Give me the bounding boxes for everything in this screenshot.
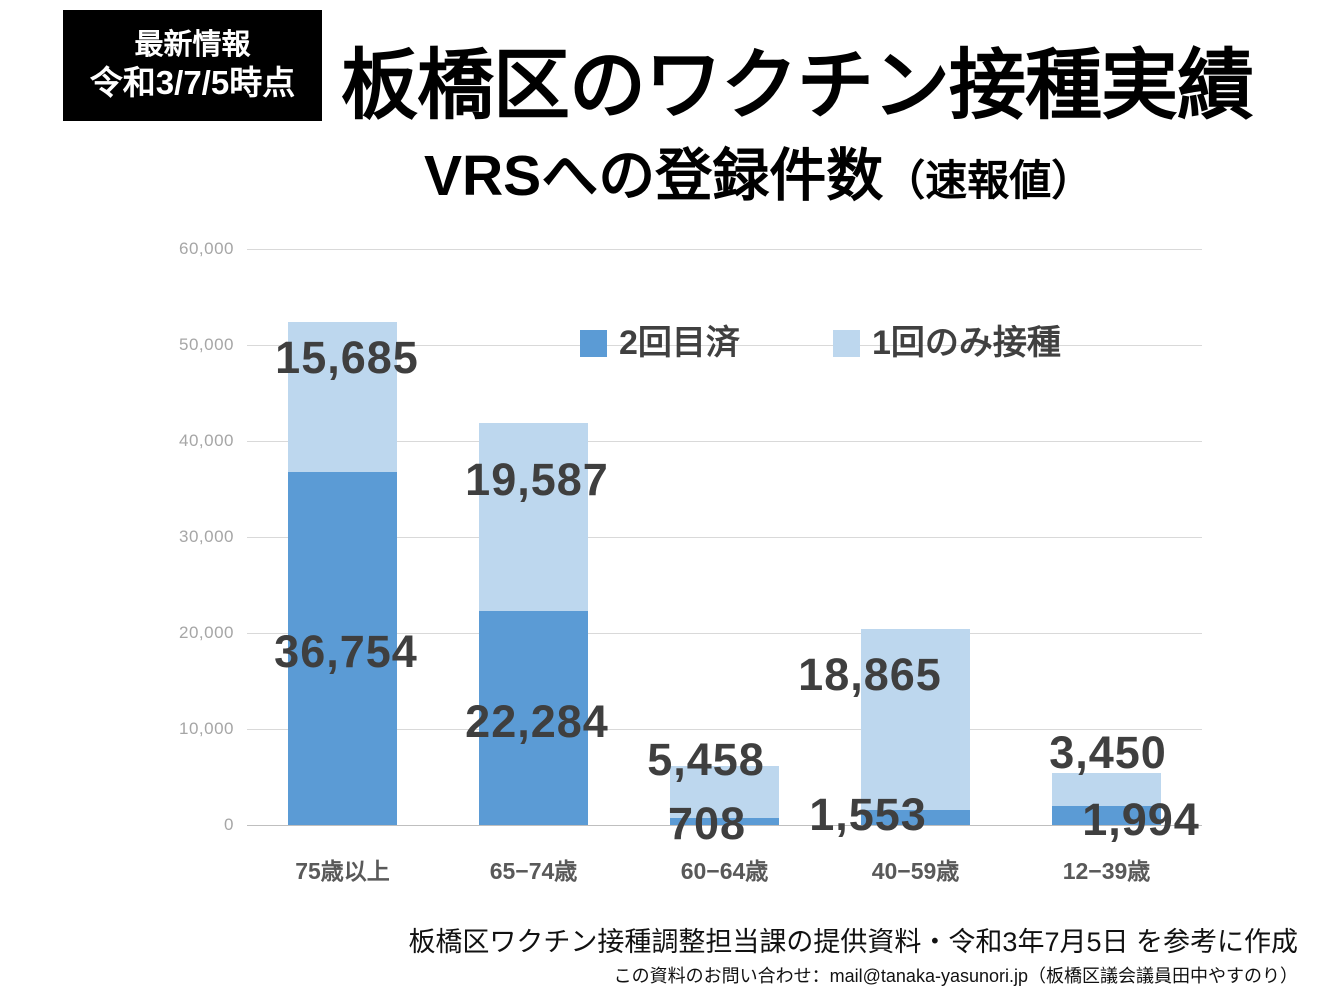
bar-segment-second-dose: [479, 611, 588, 825]
x-axis-category-label: 75歳以上: [295, 858, 390, 884]
source-note: 板橋区ワクチン接種調整担当課の提供資料・令和3年7月5日 を参考に作成: [408, 927, 1298, 957]
legend-label: 1回のみ接種: [872, 324, 1061, 362]
data-label-second-dose: 1,553: [809, 789, 927, 840]
x-axis-line: [247, 824, 1202, 826]
x-axis-category-label: 65−74歳: [489, 858, 578, 884]
data-label-first-dose-only: 18,865: [798, 649, 942, 700]
data-label-first-dose-only: 19,587: [465, 454, 609, 505]
update-badge: 最新情報 令和3/7/5時点: [63, 10, 322, 121]
legend-item: 2回目済: [580, 326, 740, 360]
y-axis-tick-label: 20,000: [179, 623, 234, 642]
bar-segment-first-dose-only: [861, 628, 970, 811]
legend-swatch-icon: [833, 329, 860, 357]
gridline: [247, 344, 1202, 346]
gridline: [247, 248, 1202, 250]
bar-segment-second-dose: [1052, 805, 1161, 825]
chart-subtitle-note: （速報値）: [883, 157, 1094, 204]
bar-segment-second-dose: [670, 818, 779, 825]
update-badge-line1: 最新情報: [134, 28, 251, 61]
bar-segment-first-dose-only: [670, 765, 779, 819]
data-label-first-dose-only: 5,458: [647, 734, 765, 785]
y-axis-tick-label: 0: [224, 815, 234, 834]
y-axis-tick-label: 60,000: [179, 239, 234, 258]
page-title: 板橋区のワクチン接種実績: [341, 43, 1254, 129]
x-axis-category-label: 40−59歳: [871, 858, 960, 884]
bar-segment-second-dose: [288, 472, 397, 825]
data-label-second-dose: 708: [667, 798, 747, 849]
y-axis-tick-label: 10,000: [179, 719, 234, 738]
gridline: [247, 728, 1202, 730]
legend-item: 1回のみ接種: [833, 326, 1061, 360]
y-axis-tick-label: 50,000: [179, 335, 234, 354]
x-axis-category-label: 60−64歳: [680, 858, 769, 884]
bar-segment-first-dose-only: [288, 321, 397, 473]
bar-segment-first-dose-only: [479, 423, 588, 612]
y-axis-tick-label: 30,000: [179, 527, 234, 546]
x-axis-category-label: 12−39歳: [1062, 858, 1151, 884]
update-badge-line2: 令和3/7/5時点: [89, 63, 296, 101]
gridline: [247, 632, 1202, 634]
bar-segment-second-dose: [861, 810, 970, 825]
y-axis-tick-label: 40,000: [179, 431, 234, 450]
gridline: [247, 440, 1202, 442]
data-label-first-dose-only: 15,685: [275, 332, 419, 383]
data-label-second-dose: 1,994: [1082, 794, 1200, 845]
legend-label: 2回目済: [619, 324, 740, 362]
legend-swatch-icon: [580, 329, 607, 357]
contact-note: この資料のお問い合わせ：mail@tanaka-yasunori.jp（板橋区議…: [613, 966, 1298, 986]
gridline: [247, 536, 1202, 538]
data-label-first-dose-only: 3,450: [1049, 727, 1167, 778]
data-label-second-dose: 22,284: [465, 696, 609, 747]
bar-segment-first-dose-only: [1052, 772, 1161, 806]
data-label-second-dose: 36,754: [274, 626, 418, 677]
chart-subtitle: VRSへの登録件数（速報値）: [424, 142, 1093, 210]
chart-subtitle-main: VRSへの登録件数: [424, 144, 884, 208]
